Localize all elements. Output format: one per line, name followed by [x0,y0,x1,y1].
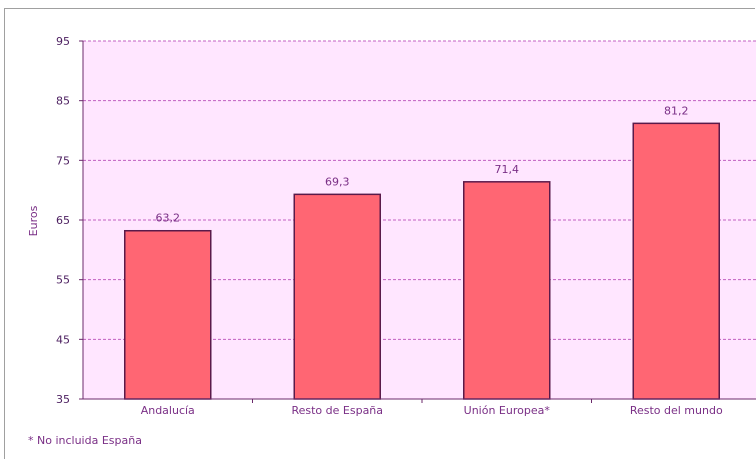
y-tick-label: 75 [56,154,70,167]
y-tick-label: 45 [56,333,70,346]
chart-frame [4,8,755,459]
bars [124,122,720,400]
data-label: 71,4 [495,163,520,176]
x-tick-label: Andalucía [141,404,195,417]
x-tick-label: Unión Europea* [464,404,551,417]
bar [463,181,551,400]
y-tick-label: 35 [56,393,70,406]
axes [79,40,756,403]
y-axis-title: Euros [27,205,40,236]
y-tick-label: 85 [56,95,70,108]
labels: 35 45 55 65 75 85 95 63,2 Andalucía 69,3 Resto de … [56,35,723,417]
bar [124,229,212,400]
data-label: 63,2 [156,212,181,225]
bar [293,193,381,400]
footnote: * No incluida España [28,434,142,447]
data-label: 69,3 [325,175,350,188]
x-tick-label: Resto del mundo [630,404,723,417]
bar [632,122,720,400]
y-tick-label: 65 [56,214,70,227]
data-label: 81,2 [664,104,689,117]
y-tick-label: 55 [56,274,70,287]
x-tick-label: Resto de España [291,404,383,417]
y-tick-label: 95 [56,35,70,48]
